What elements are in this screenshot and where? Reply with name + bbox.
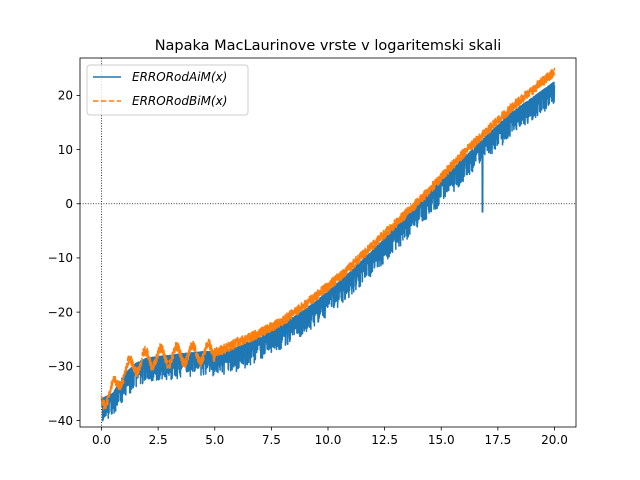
legend-box xyxy=(86,64,249,116)
plot-area xyxy=(80,58,576,427)
y-tick-label: 10 xyxy=(58,143,73,157)
x-tick-label: 15.0 xyxy=(428,433,455,447)
axes: 0.0 2.5 5.0 7.5 10.0 12.5 15.0 17.5 20.0 −40 −30 −2… xyxy=(48,57,577,447)
y-tick-label: −10 xyxy=(48,251,73,265)
y-tick-label: −20 xyxy=(48,305,73,319)
y-tick-label: −40 xyxy=(48,414,73,428)
x-tick-label: 10.0 xyxy=(315,433,342,447)
legend: ERRORodAiM(x) ERRORodBiM(x) xyxy=(86,64,249,116)
y-tick-label: −30 xyxy=(48,360,73,374)
x-tick-label: 17.5 xyxy=(485,433,512,447)
chart-title: Napaka MacLaurinove vrste v logaritemski… xyxy=(155,38,502,54)
series-line-ai xyxy=(100,81,556,422)
y-tick-label: 20 xyxy=(58,89,73,103)
x-tick-label: 0.0 xyxy=(92,433,111,447)
x-tick-label: 20.0 xyxy=(541,433,568,447)
x-tick-label: 5.0 xyxy=(205,433,224,447)
y-tick-label: 0 xyxy=(65,197,73,211)
legend-label-bi: ERRORodBiM(x) xyxy=(132,94,227,108)
series-line-bi xyxy=(100,67,556,411)
x-tick-label: 7.5 xyxy=(262,433,281,447)
x-tick-label: 12.5 xyxy=(371,433,398,447)
x-tick-label: 2.5 xyxy=(149,433,168,447)
legend-label-ai: ERRORodAiM(x) xyxy=(132,70,227,84)
